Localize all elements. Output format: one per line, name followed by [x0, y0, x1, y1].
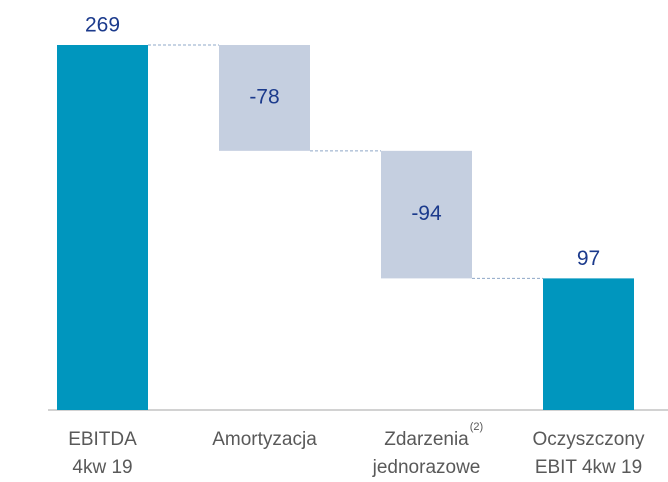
category-label: Oczyszczony	[533, 429, 645, 450]
footnote-mark: (2)	[470, 421, 483, 433]
category-label: Amortyzacja	[212, 429, 317, 450]
value-label: -94	[411, 202, 442, 225]
category-label: Zdarzenia	[384, 429, 469, 450]
category-label: EBITDA	[68, 429, 137, 450]
category-label: 4kw 19	[72, 457, 132, 478]
value-label: -78	[249, 85, 279, 108]
total-bar	[543, 278, 634, 410]
value-label: 269	[85, 14, 120, 37]
delta-bar	[381, 150, 472, 279]
delta-bar	[219, 45, 310, 151]
total-bar	[57, 45, 148, 410]
category-label: jednorazowe	[372, 457, 481, 478]
category-label: EBIT 4kw 19	[535, 457, 642, 478]
value-label: 97	[577, 247, 600, 270]
